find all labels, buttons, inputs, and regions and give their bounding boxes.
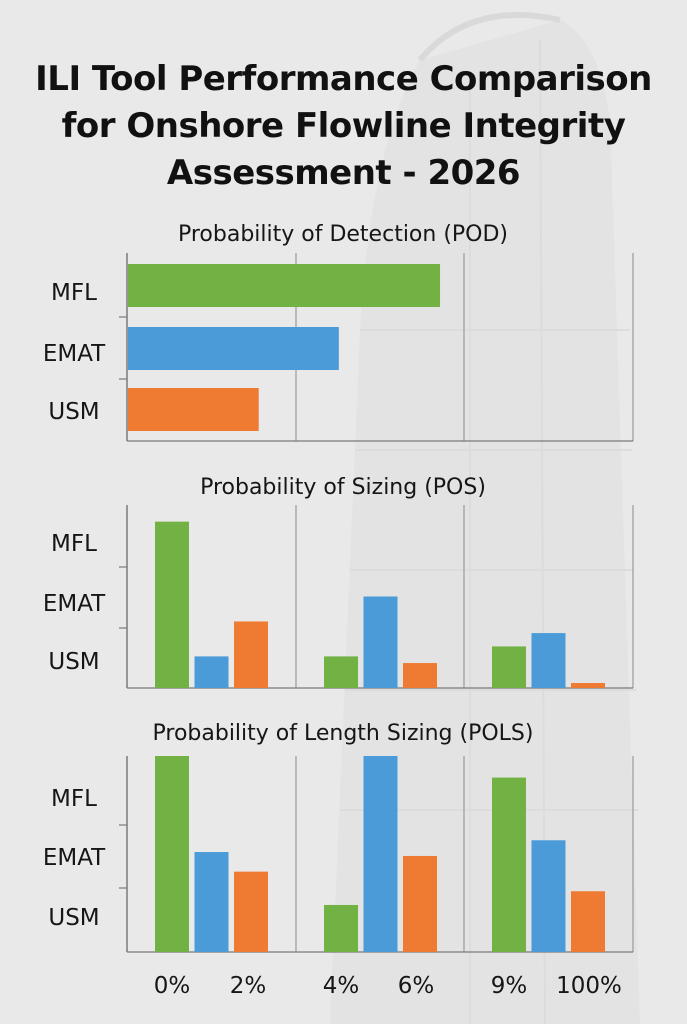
x-tick-label-0: 0% [154,973,191,999]
panel-1-label-mfl: MFL [51,531,97,557]
panel-2-bar-usm-group-1 [234,871,268,952]
panel-2-bar-usm-group-3 [571,891,605,952]
chart-title: ILI Tool Performance Comparison for Onsh… [0,56,687,197]
panel-0-bar-usm [128,388,259,431]
panel-0-label-usm: USM [48,399,99,425]
panel-2-label-mfl: MFL [51,786,97,812]
panel-2-bar-emat-group-2 [363,756,398,952]
panel-2-label-usm: USM [48,905,99,931]
chart-title-line-3: Assessment - 2026 [166,153,521,193]
panel-0-label-mfl: MFL [51,280,97,306]
x-tick-label-4: 9% [491,973,528,999]
panel-2-label-emat: EMAT [43,845,106,871]
panel-1-bar-mfl-group-3 [492,646,526,688]
panel-1-bar-mfl-group-2 [324,656,358,688]
panel-1-label-emat: EMAT [43,591,106,617]
panel-0-label-emat: EMAT [43,341,106,367]
panel-2-bar-emat-group-1 [194,852,229,952]
x-tick-label-2: 4% [323,973,360,999]
x-tick-label-5: 100% [556,973,622,999]
panel-1-bar-usm-group-1 [234,621,268,688]
panel-2-title: Probability of Length Sizing (POLS) [153,721,534,746]
panel-1-label-usm: USM [48,649,99,675]
chart-title-line-2: for Onshore Flowline Integrity [61,106,626,146]
x-tick-label-1: 2% [230,973,267,999]
panel-1-bar-emat-group-3 [531,633,566,688]
panel-1-bar-usm-group-3 [571,683,605,688]
panel-2-bar-usm-group-2 [403,855,437,952]
panel-0-bar-mfl [128,264,441,307]
x-tick-label-3: 6% [398,973,435,999]
panel-0-title: Probability of Detection (POD) [178,222,508,247]
panel-2-bar-mfl-group-3 [492,777,526,952]
panel-1-bar-emat-group-1 [194,656,229,688]
panel-1-bar-usm-group-2 [403,663,437,688]
panel-2-bar-emat-group-3 [531,840,566,952]
panel-2-bar-mfl-group-2 [324,904,358,952]
panel-2-bar-mfl-group-1 [155,756,189,952]
panel-1-bar-mfl-group-1 [155,521,189,688]
panel-0-bar-emat [128,327,339,370]
chart-title-line-1: ILI Tool Performance Comparison [35,59,652,99]
panel-1-title: Probability of Sizing (POS) [200,475,486,500]
panel-1-bar-emat-group-2 [363,596,398,688]
